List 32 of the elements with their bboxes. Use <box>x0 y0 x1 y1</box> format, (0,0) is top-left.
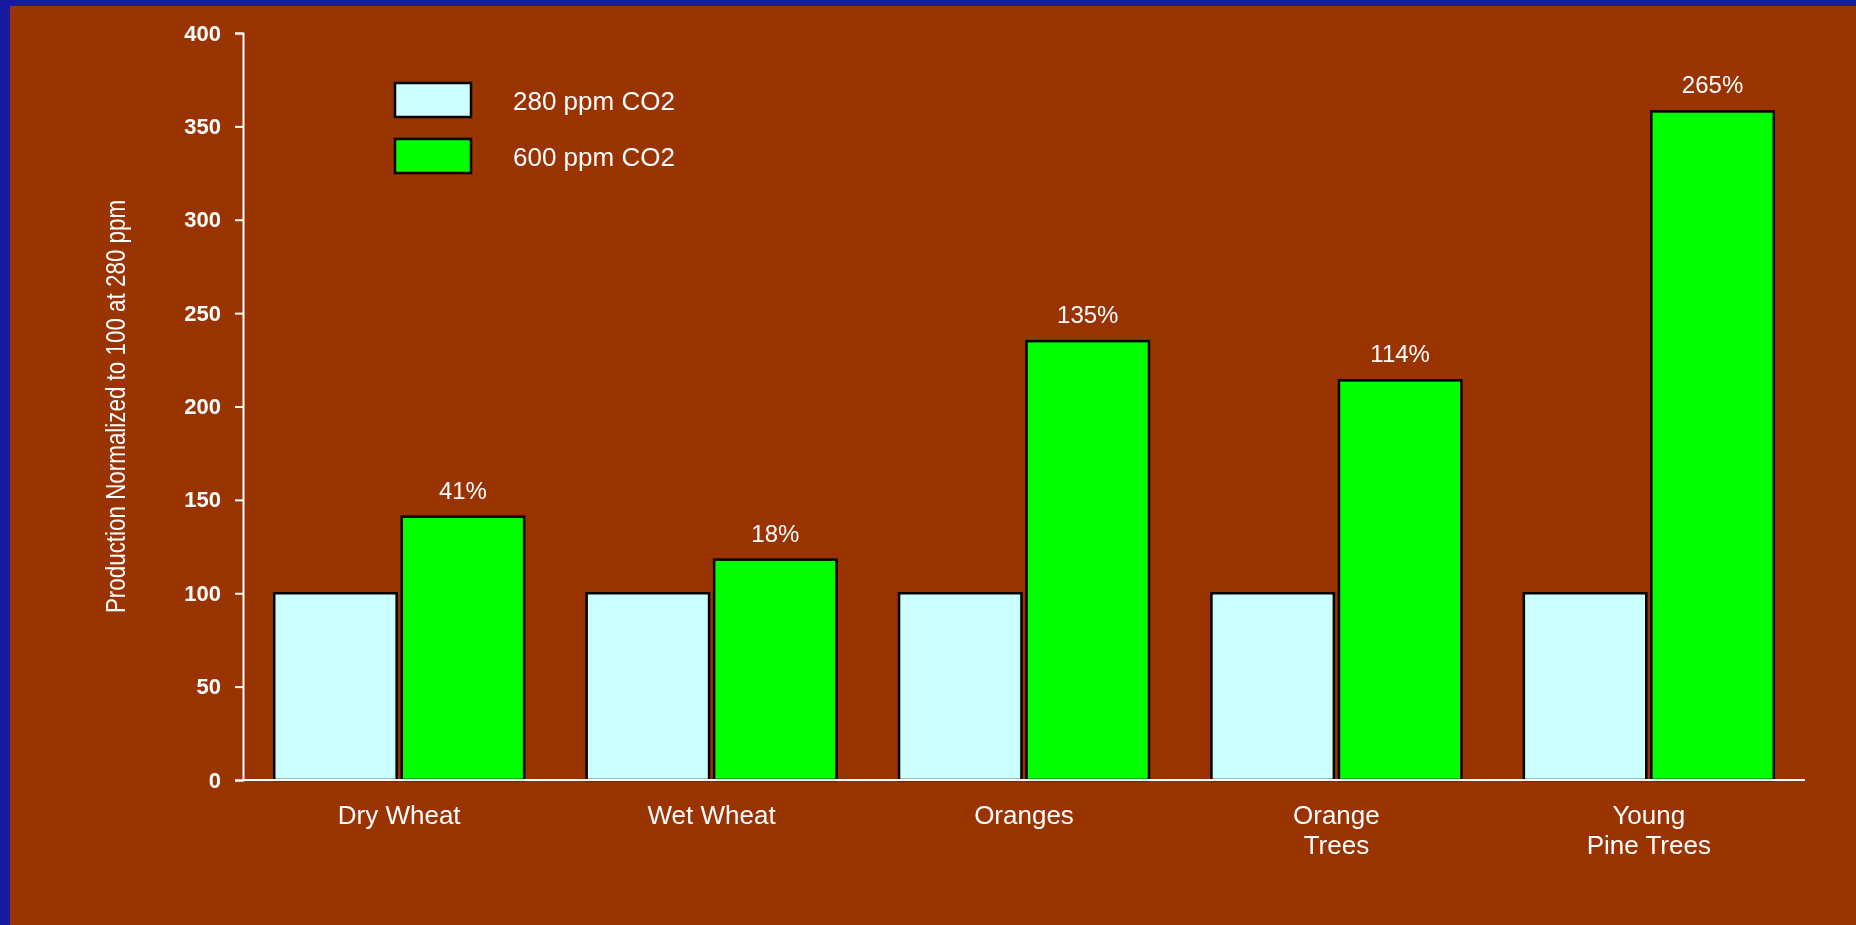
y-tick-label: 100 <box>184 580 221 606</box>
y-tick-label: 200 <box>184 394 221 420</box>
legend-label: 600 ppm CO2 <box>513 142 675 172</box>
annotation: 41% <box>438 476 487 504</box>
bar <box>1650 110 1776 782</box>
y-axis-title: Production Normalized to 100 at 280 ppm <box>99 199 131 614</box>
annotation: 265% <box>1681 71 1744 99</box>
bar <box>1337 379 1463 782</box>
bar <box>272 592 398 782</box>
x-tick-label: Orange Trees <box>1293 800 1380 860</box>
bar <box>1210 592 1336 782</box>
x-tick-label: Young Pine Trees <box>1586 800 1711 860</box>
y-tick-label: 0 <box>208 767 221 793</box>
y-tick-label: 250 <box>184 300 221 326</box>
x-tick-label: Dry Wheat <box>337 800 462 830</box>
annotation: 18% <box>751 519 800 547</box>
y-tick-label: 300 <box>184 207 221 233</box>
x-tick-label: Oranges <box>974 800 1074 830</box>
annotation: 135% <box>1057 301 1119 329</box>
bar <box>1522 592 1648 782</box>
x-tick-label: Wet Wheat <box>647 800 777 830</box>
y-tick-label: 50 <box>196 674 221 700</box>
bar <box>585 592 711 782</box>
bar <box>400 515 526 782</box>
y-tick-label: 400 <box>184 20 221 46</box>
bar <box>897 592 1023 782</box>
annotation: 114% <box>1370 340 1430 368</box>
bar <box>1025 339 1151 782</box>
legend-label: 280 ppm CO2 <box>513 86 675 116</box>
y-tick-label: 350 <box>184 113 221 139</box>
bar <box>712 558 838 782</box>
y-tick-label: 150 <box>184 487 221 513</box>
